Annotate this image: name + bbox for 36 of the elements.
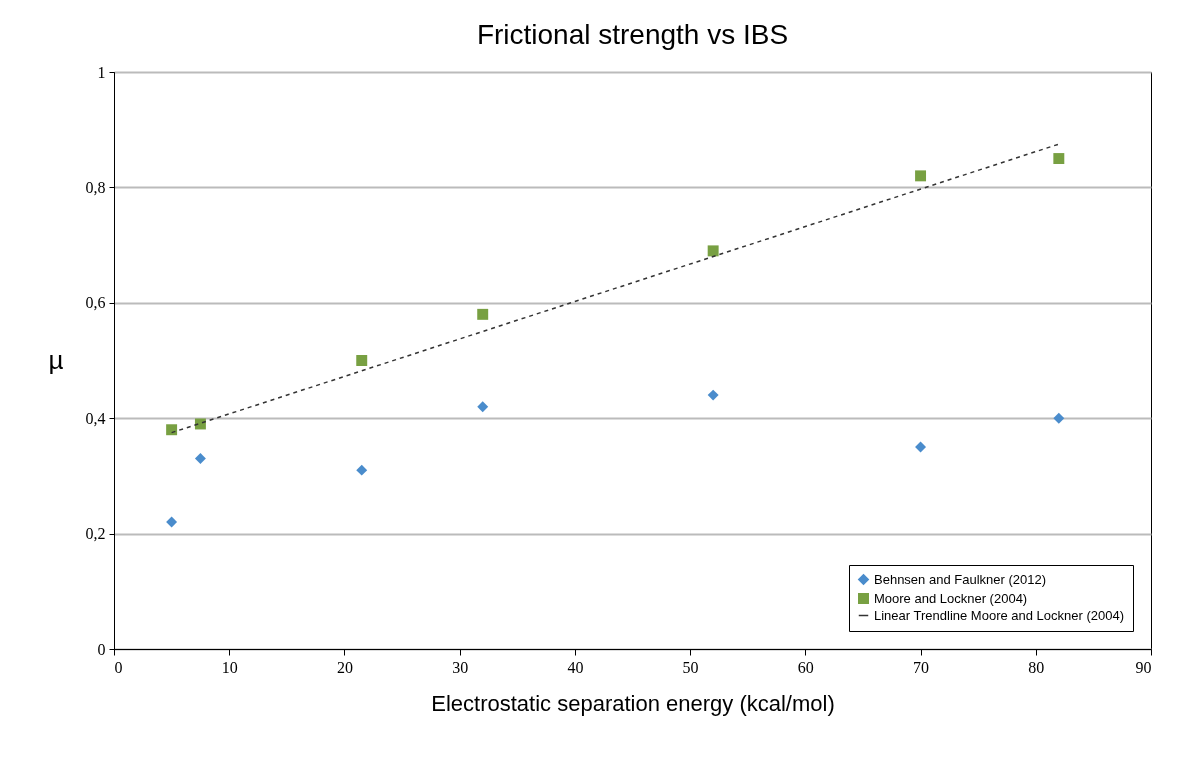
- x-tick-label: 70: [913, 658, 930, 676]
- point: [707, 245, 719, 257]
- x-tick-label: 60: [797, 658, 814, 676]
- y-axis-title: µ: [48, 345, 64, 375]
- point: [477, 401, 489, 413]
- point: [166, 424, 178, 436]
- x-tick-label: 0: [114, 658, 123, 676]
- y-tick-label: 0,6: [85, 294, 106, 312]
- point: [707, 389, 719, 401]
- point: [356, 355, 368, 366]
- x-tick-label: 90: [1135, 658, 1152, 676]
- x-tick-label: 80: [1028, 658, 1045, 676]
- y-tick-label: 0,2: [85, 525, 106, 543]
- y-tick-label: 0,8: [85, 178, 106, 196]
- point: [194, 453, 206, 465]
- chart-title: Frictional strength vs IBS: [476, 19, 789, 50]
- legend-label: Linear Trendline Moore and Lockner (2004): [874, 607, 1125, 623]
- point: [356, 464, 368, 476]
- x-tick-label: 20: [336, 658, 353, 676]
- legend-label: Moore and Lockner (2004): [874, 590, 1028, 606]
- point: [194, 418, 206, 430]
- y-tick-label: 1: [97, 63, 106, 81]
- x-tick-label: 50: [682, 658, 699, 676]
- y-tick-label: 0: [97, 640, 106, 658]
- x-axis-title: Electrostatic separation energy (kcal/mol): [431, 690, 835, 716]
- point: [915, 441, 927, 453]
- x-tick-label: 30: [452, 658, 469, 676]
- point: [166, 516, 178, 528]
- x-tick-label: 40: [567, 658, 584, 676]
- x-tick-label: 10: [221, 658, 238, 676]
- legend-label: Behnsen and Faulkner (2012): [874, 571, 1047, 587]
- y-tick-label: 0,4: [85, 409, 106, 427]
- point: [1053, 412, 1065, 424]
- point: [915, 170, 927, 182]
- point: [1053, 153, 1065, 165]
- point: [477, 308, 489, 320]
